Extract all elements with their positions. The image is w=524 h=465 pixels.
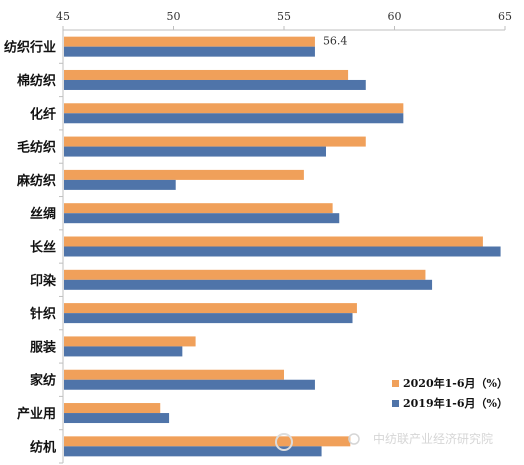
bar-2019 — [64, 313, 353, 324]
legend: 2020年1-6月（%） 2019年1-6月（%） — [392, 376, 508, 410]
category-label: 麻纺织 — [16, 173, 56, 189]
bar-2019 — [64, 79, 366, 90]
bar-2019 — [64, 446, 322, 457]
bar-2020 — [64, 69, 349, 80]
legend-swatch-2019 — [392, 400, 399, 407]
data-label: 56.4 — [323, 35, 348, 48]
category-label: 家纺 — [30, 373, 56, 389]
bars-layer — [64, 36, 501, 457]
legend-label-2020: 2020年1-6月（%） — [403, 376, 508, 390]
category-label: 毛纺织 — [17, 140, 56, 156]
bar-2019 — [64, 246, 501, 257]
legend-swatch-2020 — [392, 380, 399, 387]
bar-2019 — [64, 379, 315, 390]
category-label: 服装 — [30, 339, 56, 355]
bar-2019 — [64, 146, 326, 157]
bar-2019 — [64, 213, 340, 224]
x-tick-label: 60 — [388, 10, 402, 23]
bar-2020 — [64, 236, 483, 247]
bar-2020 — [64, 436, 351, 447]
bar-2019 — [64, 179, 176, 190]
category-label: 丝绸 — [30, 206, 56, 222]
x-tick-label: 50 — [167, 10, 181, 23]
category-label: 针织 — [29, 306, 56, 322]
x-tick-label: 65 — [498, 10, 512, 23]
bar-2020 — [64, 103, 404, 114]
watermark-text: 中纺联产业经济研究院 — [373, 431, 493, 446]
bar-2019 — [64, 413, 170, 424]
bar-2019 — [64, 279, 433, 290]
bar-2020 — [64, 136, 366, 147]
x-tick-label: 45 — [56, 10, 70, 23]
watermark: 中纺联产业经济研究院 — [275, 431, 493, 451]
category-label: 印染 — [30, 273, 57, 289]
category-label: 棉纺织 — [17, 73, 56, 89]
x-tick-label: 55 — [277, 10, 291, 23]
wechat-icon — [348, 433, 360, 445]
bar-2019 — [64, 46, 315, 57]
bar-2020 — [64, 269, 426, 280]
bar-2019 — [64, 113, 404, 124]
category-label: 化纤 — [30, 106, 56, 122]
bar-2020 — [64, 36, 315, 47]
category-label: 长丝 — [30, 240, 56, 256]
bar-2020 — [64, 303, 357, 314]
bar-2020 — [64, 369, 284, 380]
bar-2020 — [64, 336, 196, 347]
category-label: 纺机 — [30, 439, 56, 455]
category-label: 纺织行业 — [4, 40, 56, 56]
axis-layer: 45 50 55 60 65 — [56, 10, 512, 464]
bar-2020 — [64, 403, 161, 414]
category-label: 产业用 — [17, 406, 56, 422]
legend-label-2019: 2019年1-6月（%） — [403, 396, 508, 410]
watermark-logo-icon — [275, 433, 293, 451]
bar-2020 — [64, 169, 304, 180]
bar-2019 — [64, 346, 183, 357]
bar-2020 — [64, 203, 333, 214]
